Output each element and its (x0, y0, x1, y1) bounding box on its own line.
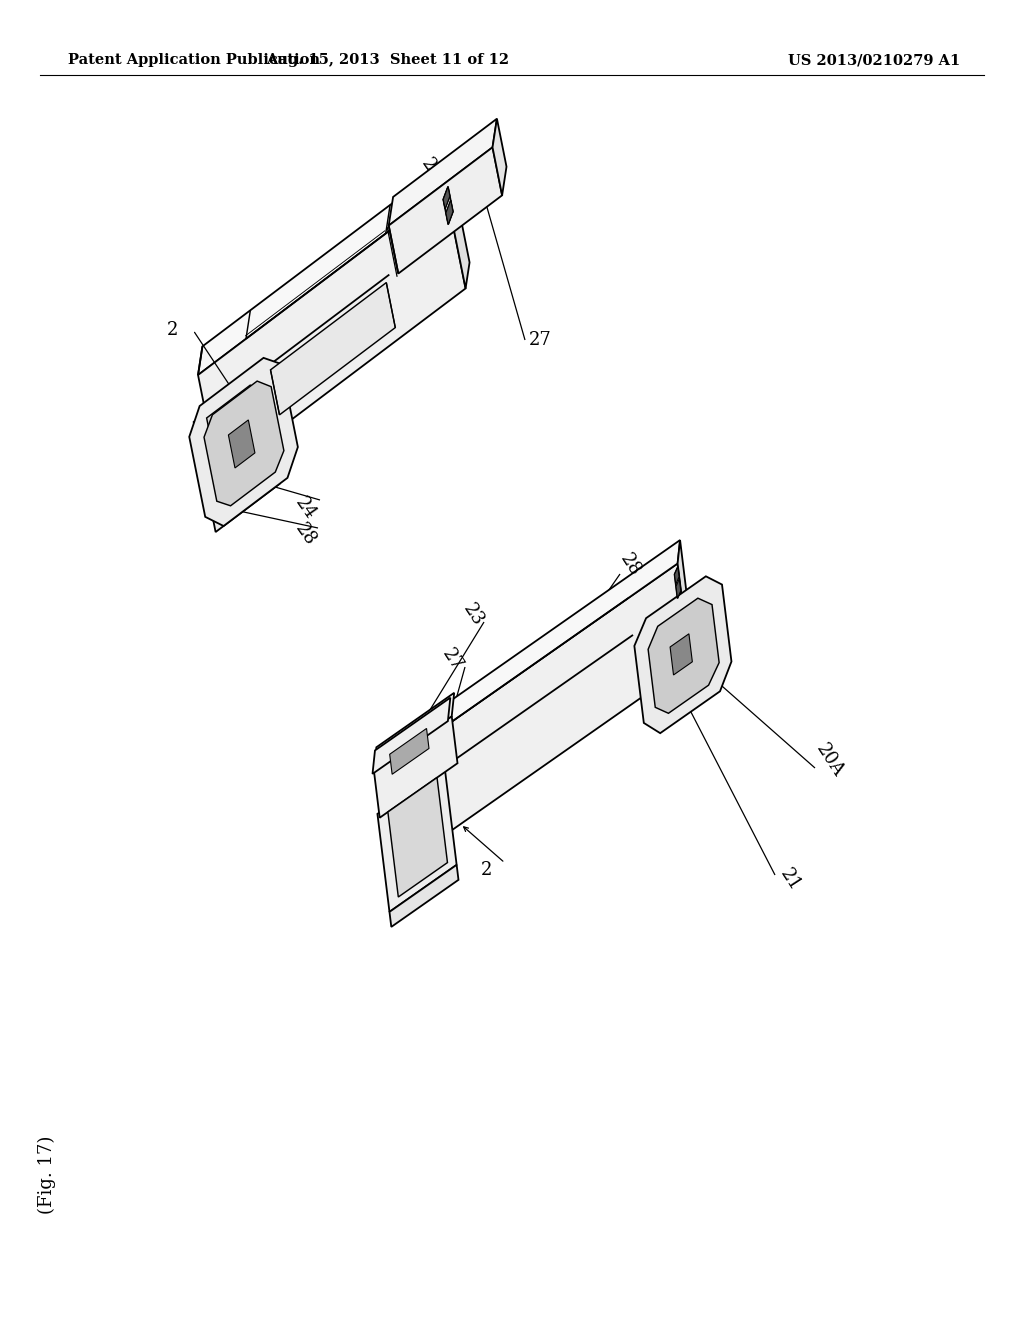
Text: 23: 23 (459, 601, 486, 630)
Polygon shape (270, 282, 395, 414)
Polygon shape (189, 358, 298, 525)
Polygon shape (373, 698, 451, 774)
Text: 2: 2 (481, 861, 493, 879)
Text: 27: 27 (438, 645, 466, 675)
Polygon shape (675, 566, 679, 585)
Text: 21: 21 (776, 866, 804, 895)
Text: 28: 28 (291, 520, 318, 549)
Polygon shape (389, 119, 497, 226)
Polygon shape (670, 634, 692, 675)
Polygon shape (675, 566, 681, 598)
Polygon shape (374, 693, 455, 771)
Polygon shape (445, 201, 453, 224)
Text: 20B: 20B (413, 710, 447, 750)
Polygon shape (445, 201, 453, 224)
Polygon shape (383, 540, 680, 770)
Polygon shape (194, 374, 275, 513)
Polygon shape (678, 540, 692, 664)
Polygon shape (445, 162, 470, 289)
Polygon shape (388, 777, 447, 898)
Text: Aug. 15, 2013  Sheet 11 of 12: Aug. 15, 2013 Sheet 11 of 12 (266, 53, 510, 67)
Text: 2: 2 (167, 321, 178, 339)
Polygon shape (374, 717, 458, 817)
Text: 20A: 20A (214, 411, 250, 450)
Polygon shape (390, 729, 429, 775)
Polygon shape (676, 579, 681, 598)
Polygon shape (443, 186, 450, 209)
Text: 27: 27 (528, 331, 551, 348)
Polygon shape (228, 420, 255, 469)
Polygon shape (212, 466, 280, 532)
Polygon shape (389, 865, 459, 927)
Text: US 2013/0210279 A1: US 2013/0210279 A1 (787, 53, 961, 67)
Polygon shape (634, 577, 731, 733)
Text: Patent Application Publication: Patent Application Publication (68, 53, 319, 67)
Text: 28: 28 (616, 550, 644, 579)
Polygon shape (198, 189, 466, 475)
Text: 20A: 20A (813, 741, 847, 780)
Polygon shape (378, 767, 457, 912)
Polygon shape (383, 747, 397, 870)
Text: 24: 24 (291, 494, 318, 523)
Polygon shape (204, 381, 284, 506)
Polygon shape (383, 564, 690, 870)
Text: 20B: 20B (417, 154, 453, 195)
Polygon shape (648, 598, 719, 713)
Polygon shape (389, 148, 502, 273)
Polygon shape (493, 119, 507, 195)
Polygon shape (443, 186, 450, 209)
Polygon shape (207, 385, 266, 498)
Polygon shape (198, 160, 450, 375)
Polygon shape (443, 186, 453, 224)
Text: (Fig. 17): (Fig. 17) (38, 1135, 56, 1214)
